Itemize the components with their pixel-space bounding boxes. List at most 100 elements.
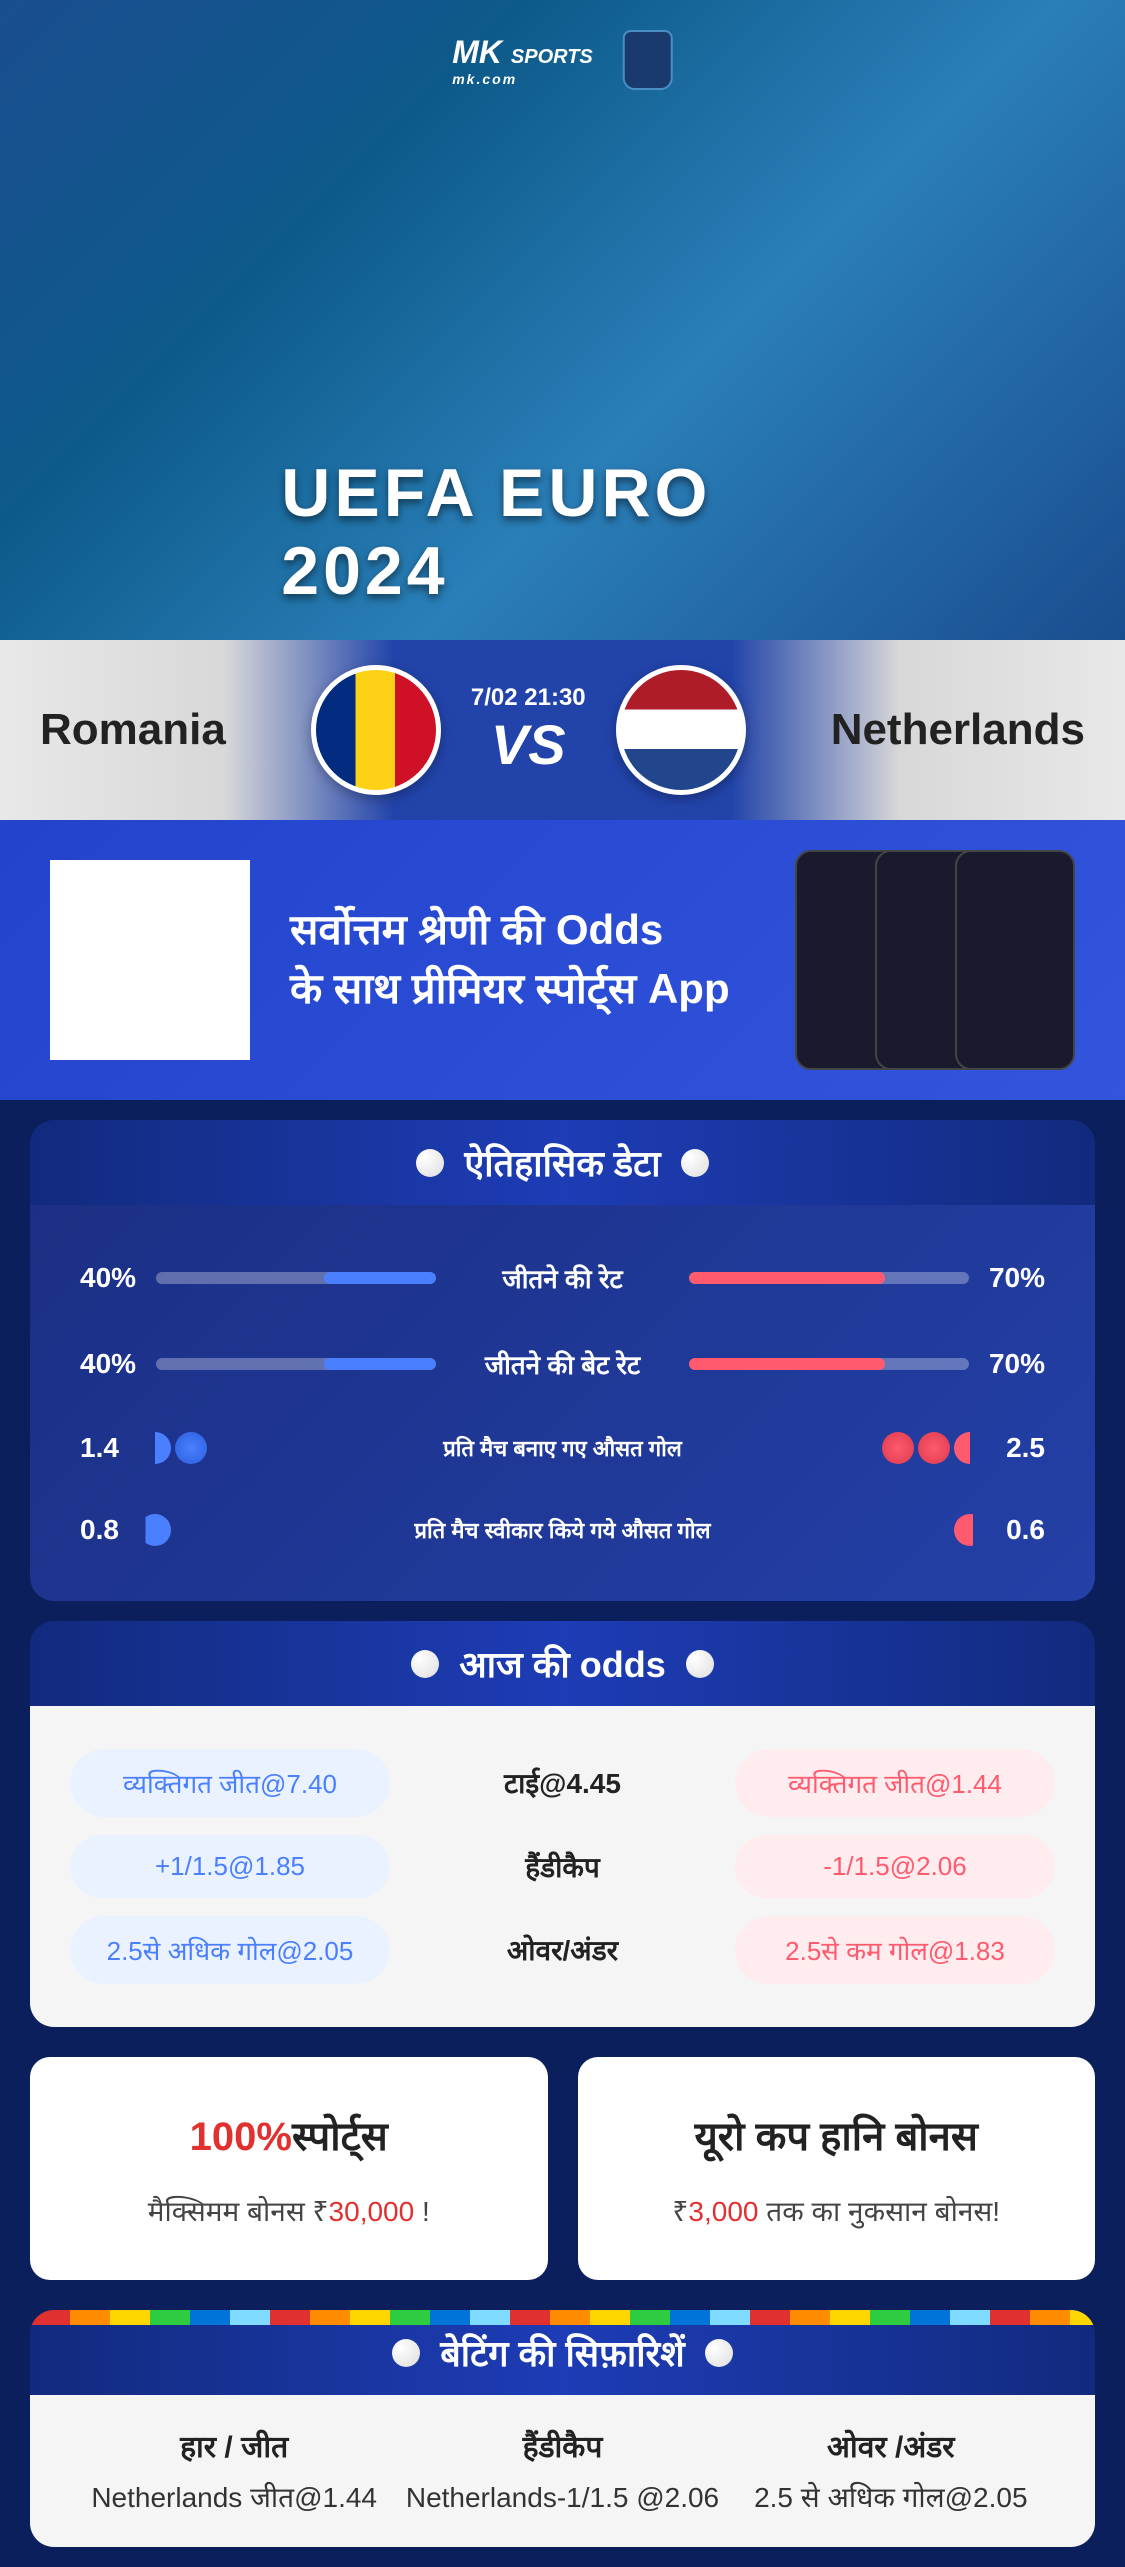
phone-mockups <box>795 850 1075 1070</box>
stat-left-value: 40% <box>80 1348 136 1380</box>
odds-row: 2.5से अधिक गोल@2.05 ओवर/अंडर 2.5से कम गो… <box>70 1916 1055 1984</box>
bonus-sub-post: तक का नुकसान बोनस! <box>759 2196 1001 2227</box>
stat-right: 2.5 <box>682 1432 1045 1464</box>
goal-balls-right <box>882 1432 986 1464</box>
stat-label: जीतने की बेट रेट <box>485 1346 640 1382</box>
logo-sub: mk.com <box>452 71 593 87</box>
stat-label: प्रति मैच बनाए गए औसत गोल <box>443 1433 682 1463</box>
odds-title: आज की odds <box>459 1639 665 1688</box>
stats-body: 40% जीतने की रेट 70% 40% जीतने की बेट रे… <box>30 1205 1095 1601</box>
odds-center: हैंडीकैप <box>525 1848 600 1886</box>
bonus-sub-pre: ₹ <box>672 2196 688 2227</box>
promo-text: सर्वोत्तम श्रेणी की Odds के साथ प्रीमियर… <box>290 901 755 1019</box>
rec-col-winlose[interactable]: हार / जीत Netherlands जीत@1.44 <box>70 2425 398 2517</box>
goal-balls-left <box>139 1514 171 1546</box>
goal-balls-right <box>954 1514 986 1546</box>
rec-value: Netherlands जीत@1.44 <box>70 2478 398 2517</box>
odds-row: +1/1.5@1.85 हैंडीकैप -1/1.5@2.06 <box>70 1835 1055 1898</box>
stat-left: 0.8 <box>80 1514 414 1546</box>
goal-balls-left <box>139 1432 207 1464</box>
historical-section: ऐतिहासिक डेटा 40% जीतने की रेट 70% 40% ज… <box>30 1120 1095 1601</box>
match-datetime: 7/02 21:30 <box>471 684 586 712</box>
rainbow-strip-icon <box>30 2310 1095 2325</box>
partner-emblem-icon <box>623 30 673 90</box>
odds-section: आज की odds व्यक्तिगत जीत@7.40 टाई@4.45 व… <box>30 1621 1095 2027</box>
odds-header: आज की odds <box>30 1621 1095 1706</box>
ball-icon <box>411 1650 439 1678</box>
odds-left-pill[interactable]: व्यक्तिगत जीत@7.40 <box>70 1749 390 1817</box>
progress-bar <box>689 1358 969 1370</box>
goal-ball-icon <box>882 1432 914 1464</box>
logo-sports: SPORTS <box>511 46 593 68</box>
odds-right-pill[interactable]: 2.5से कम गोल@1.83 <box>735 1916 1055 1984</box>
stat-row: 0.8 प्रति मैच स्वीकार किये गये औसत गोल 0… <box>80 1489 1045 1571</box>
stat-label: जीतने की रेट <box>502 1260 622 1296</box>
odds-right-pill[interactable]: -1/1.5@2.06 <box>735 1835 1055 1898</box>
hero-title: UEFA EURO 2024 <box>281 454 844 610</box>
stat-left-value: 0.8 <box>80 1514 119 1546</box>
bonus-sub: मैक्सिमम बोनस ₹30,000 ! <box>70 2192 508 2230</box>
rec-label: हार / जीत <box>70 2425 398 2466</box>
logo-group: MK SPORTS mk.com <box>452 30 673 90</box>
rec-col-handicap[interactable]: हैंडीकैप Netherlands-1/1.5 @2.06 <box>398 2425 726 2517</box>
vs-block: 7/02 21:30 VS <box>471 684 586 777</box>
goal-ball-icon <box>954 1514 986 1546</box>
ball-icon <box>681 1149 709 1177</box>
bonus-title: 100%स्पोर्ट्स <box>70 2107 508 2162</box>
bonus-card-sports[interactable]: 100%स्पोर्ट्स मैक्सिमम बोनस ₹30,000 ! <box>30 2057 548 2280</box>
promo-banner[interactable]: सर्वोत्तम श्रेणी की Odds के साथ प्रीमियर… <box>0 820 1125 1100</box>
goal-ball-icon <box>954 1432 986 1464</box>
ball-icon <box>392 2339 420 2367</box>
mk-logo: MK SPORTS mk.com <box>452 34 593 87</box>
bonus-amount: 30,000 <box>329 2196 415 2227</box>
odds-center: ओवर/अंडर <box>507 1931 618 1969</box>
historical-title: ऐतिहासिक डेटा <box>464 1138 660 1187</box>
bonus-card-euro[interactable]: यूरो कप हानि बोनस ₹3,000 तक का नुकसान बो… <box>578 2057 1096 2280</box>
odds-right-pill[interactable]: व्यक्तिगत जीत@1.44 <box>735 1749 1055 1817</box>
odds-body: व्यक्तिगत जीत@7.40 टाई@4.45 व्यक्तिगत जी… <box>30 1706 1095 2027</box>
goal-ball-icon <box>139 1432 171 1464</box>
stat-right-value: 70% <box>989 1262 1045 1294</box>
progress-bar <box>156 1358 436 1370</box>
bonus-title-rest: स्पोर्ट्स <box>292 2115 388 2159</box>
ball-icon <box>686 1650 714 1678</box>
rec-label: ओवर /अंडर <box>727 2425 1055 2466</box>
rec-col-overunder[interactable]: ओवर /अंडर 2.5 से अधिक गोल@2.05 <box>727 2425 1055 2517</box>
stat-row: 1.4 प्रति मैच बनाए गए औसत गोल 2.5 <box>80 1407 1045 1489</box>
stat-row: 40% जीतने की रेट 70% <box>80 1235 1045 1321</box>
logo-main: MK <box>452 34 502 70</box>
recommendations-section: बेटिंग की सिफ़ारिशें हार / जीत Netherlan… <box>30 2310 1095 2547</box>
odds-left-pill[interactable]: 2.5से अधिक गोल@2.05 <box>70 1916 390 1984</box>
bonus-sub-post: ! <box>414 2196 430 2227</box>
bonus-pct: 100% <box>190 2115 292 2159</box>
stat-right: 70% <box>665 1262 1045 1294</box>
rec-value: Netherlands-1/1.5 @2.06 <box>398 2478 726 2517</box>
odds-row: व्यक्तिगत जीत@7.40 टाई@4.45 व्यक्तिगत जी… <box>70 1749 1055 1817</box>
qr-code-icon[interactable] <box>50 860 250 1060</box>
phone-icon <box>955 850 1075 1070</box>
hero-banner: MK SPORTS mk.com UEFA EURO 2024 <box>0 0 1125 640</box>
vs-text: VS <box>471 712 586 777</box>
flag-netherlands-icon <box>616 665 746 795</box>
progress-bar <box>156 1272 436 1284</box>
rec-value: 2.5 से अधिक गोल@2.05 <box>727 2478 1055 2517</box>
historical-header: ऐतिहासिक डेटा <box>30 1120 1095 1205</box>
odds-left-pill[interactable]: +1/1.5@1.85 <box>70 1835 390 1898</box>
bonus-amount: 3,000 <box>688 2196 758 2227</box>
stat-right: 0.6 <box>711 1514 1045 1546</box>
stat-left-value: 1.4 <box>80 1432 119 1464</box>
progress-bar <box>689 1272 969 1284</box>
stat-left-value: 40% <box>80 1262 136 1294</box>
bonus-row: 100%स्पोर्ट्स मैक्सिमम बोनस ₹30,000 ! यू… <box>30 2057 1095 2280</box>
recommendations-body: हार / जीत Netherlands जीत@1.44 हैंडीकैप … <box>30 2395 1095 2547</box>
stat-left: 40% <box>80 1348 460 1380</box>
rec-label: हैंडीकैप <box>398 2425 726 2466</box>
promo-line2: के साथ प्रीमियर स्पोर्ट्स App <box>290 960 755 1019</box>
team1-name: Romania <box>40 705 226 755</box>
stat-left: 40% <box>80 1262 460 1294</box>
stat-right: 70% <box>665 1348 1045 1380</box>
stat-right-value: 2.5 <box>1006 1432 1045 1464</box>
match-center: 7/02 21:30 VS <box>311 665 746 795</box>
stat-left: 1.4 <box>80 1432 443 1464</box>
ball-icon <box>705 2339 733 2367</box>
